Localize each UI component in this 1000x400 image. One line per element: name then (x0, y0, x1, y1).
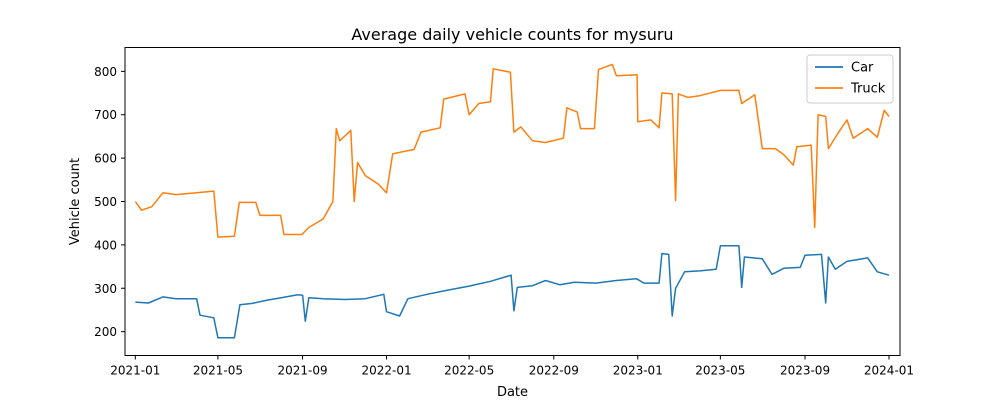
x-tick-label: 2021-01 (110, 364, 160, 378)
x-tick-label: 2022-09 (529, 364, 579, 378)
x-tick-label: 2023-01 (613, 364, 663, 378)
x-axis: 2021-01 2021-05 2021-09 2022-01 2022-05 2022-… (110, 355, 914, 378)
y-tick-label: 200 (94, 325, 117, 339)
x-axis-label: Date (497, 385, 528, 400)
series-layer (134, 63, 890, 339)
legend-label-truck: Truck (850, 82, 886, 97)
x-tick-label: 2022-01 (361, 364, 411, 378)
y-axis-label: Vehicle count (68, 158, 83, 245)
x-tick-label: 2021-09 (278, 364, 328, 378)
y-axis: 200 300 400 500 600 700 800 (94, 65, 125, 339)
legend: Car Truck (806, 54, 894, 104)
y-tick-label: 500 (94, 195, 117, 209)
series-line-truck (134, 63, 890, 238)
x-tick-label: 2021-05 (193, 364, 243, 378)
y-tick-label: 400 (94, 238, 117, 252)
x-tick-label: 2022-05 (444, 364, 494, 378)
y-tick-label: 700 (94, 108, 117, 122)
y-tick-label: 300 (94, 282, 117, 296)
x-tick-label: 2023-09 (780, 364, 830, 378)
y-tick-label: 600 (94, 152, 117, 166)
series-line-car (135, 244, 890, 339)
x-tick-label: 2024-01 (864, 364, 914, 378)
x-tick-label: 2023-05 (695, 364, 745, 378)
plot-frame (124, 47, 901, 356)
chart-title: Average daily vehicle counts for mysuru (351, 25, 673, 44)
legend-label-car: Car (851, 61, 874, 76)
y-tick-label: 800 (94, 65, 117, 79)
